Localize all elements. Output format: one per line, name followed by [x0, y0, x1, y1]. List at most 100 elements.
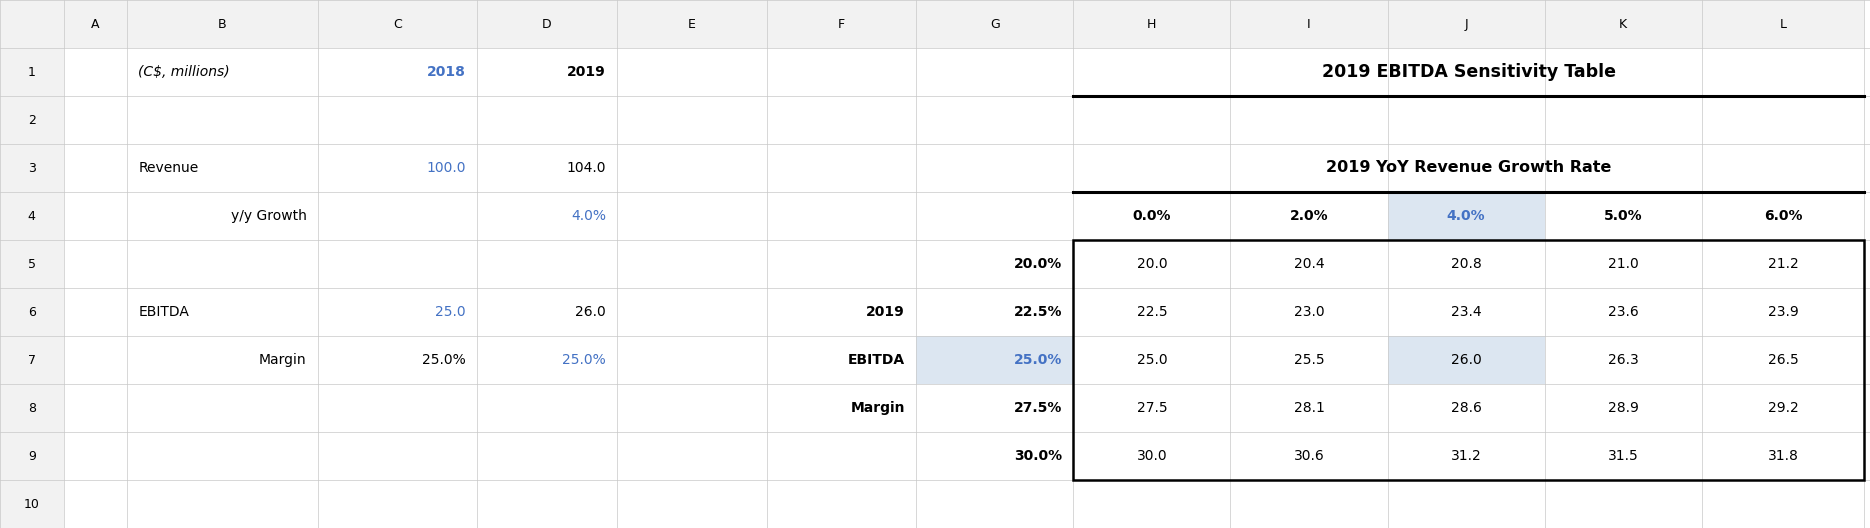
Bar — [1388, 192, 1545, 240]
Text: 26.5: 26.5 — [1767, 353, 1799, 367]
Bar — [916, 0, 1073, 48]
Text: 104.0: 104.0 — [567, 161, 606, 175]
Bar — [318, 0, 477, 48]
Text: 2019 EBITDA Sensitivity Table: 2019 EBITDA Sensitivity Table — [1322, 63, 1616, 81]
Text: 20.0%: 20.0% — [1014, 257, 1062, 271]
Text: 9: 9 — [28, 449, 36, 463]
Text: 25.5: 25.5 — [1294, 353, 1324, 367]
Bar — [767, 0, 916, 48]
Text: 26.0: 26.0 — [576, 305, 606, 319]
Text: 3: 3 — [28, 162, 36, 174]
Text: 23.4: 23.4 — [1451, 305, 1481, 319]
Text: 7: 7 — [28, 354, 36, 366]
Text: 25.0%: 25.0% — [563, 353, 606, 367]
Text: 28.9: 28.9 — [1608, 401, 1638, 415]
Bar — [0, 384, 64, 432]
Text: 27.5%: 27.5% — [1014, 401, 1062, 415]
Text: 26.0: 26.0 — [1451, 353, 1481, 367]
Text: 21.2: 21.2 — [1767, 257, 1799, 271]
Bar — [127, 0, 318, 48]
Text: G: G — [989, 17, 1000, 31]
Text: 27.5: 27.5 — [1137, 401, 1167, 415]
Text: C: C — [393, 17, 402, 31]
Bar — [1073, 0, 1230, 48]
Text: Margin: Margin — [851, 401, 905, 415]
Bar — [0, 288, 64, 336]
Text: 29.2: 29.2 — [1767, 401, 1799, 415]
Text: 25.0: 25.0 — [1137, 353, 1167, 367]
Text: 6: 6 — [28, 306, 36, 318]
Bar — [0, 432, 64, 480]
Text: 20.8: 20.8 — [1451, 257, 1481, 271]
Text: y/y Growth: y/y Growth — [230, 209, 307, 223]
Text: 5.0%: 5.0% — [1604, 209, 1642, 223]
Text: 28.1: 28.1 — [1294, 401, 1324, 415]
Bar — [64, 0, 127, 48]
Text: H: H — [1146, 17, 1158, 31]
Text: 2019: 2019 — [866, 305, 905, 319]
Bar — [1073, 240, 1864, 480]
Text: 23.9: 23.9 — [1767, 305, 1799, 319]
Text: 4.0%: 4.0% — [1447, 209, 1485, 223]
Text: Revenue: Revenue — [138, 161, 198, 175]
Text: 23.0: 23.0 — [1294, 305, 1324, 319]
Text: 28.6: 28.6 — [1451, 401, 1481, 415]
Text: 0.0%: 0.0% — [1133, 209, 1171, 223]
Text: K: K — [1619, 17, 1627, 31]
Text: 2019: 2019 — [567, 65, 606, 79]
Text: 26.3: 26.3 — [1608, 353, 1638, 367]
Bar — [0, 0, 64, 48]
Bar — [0, 0, 64, 48]
Text: 8: 8 — [28, 401, 36, 414]
Bar — [0, 192, 64, 240]
Text: J: J — [1464, 17, 1468, 31]
Text: D: D — [542, 17, 552, 31]
Bar — [916, 336, 1073, 384]
Text: 100.0: 100.0 — [426, 161, 466, 175]
Bar — [1388, 0, 1545, 48]
Text: 20.4: 20.4 — [1294, 257, 1324, 271]
Bar — [477, 0, 617, 48]
Text: 31.2: 31.2 — [1451, 449, 1481, 463]
Text: 25.0: 25.0 — [436, 305, 466, 319]
Text: 2019 YoY Revenue Growth Rate: 2019 YoY Revenue Growth Rate — [1326, 161, 1612, 175]
Text: (C$, millions): (C$, millions) — [138, 65, 230, 79]
Text: 10: 10 — [24, 497, 39, 511]
Text: 21.0: 21.0 — [1608, 257, 1638, 271]
Text: B: B — [219, 17, 226, 31]
Text: I: I — [1307, 17, 1311, 31]
Text: 30.6: 30.6 — [1294, 449, 1324, 463]
Text: 23.6: 23.6 — [1608, 305, 1638, 319]
Text: 2: 2 — [28, 114, 36, 127]
Text: Margin: Margin — [260, 353, 307, 367]
Bar — [1545, 0, 1702, 48]
Bar — [0, 48, 64, 96]
Text: L: L — [1780, 17, 1786, 31]
Text: 22.5: 22.5 — [1137, 305, 1167, 319]
Text: 1: 1 — [28, 65, 36, 79]
Text: 31.5: 31.5 — [1608, 449, 1638, 463]
Text: 2.0%: 2.0% — [1290, 209, 1328, 223]
Text: EBITDA: EBITDA — [138, 305, 189, 319]
Text: 5: 5 — [28, 258, 36, 270]
Text: 6.0%: 6.0% — [1763, 209, 1803, 223]
Text: 20.0: 20.0 — [1137, 257, 1167, 271]
Bar — [0, 240, 64, 288]
Bar — [0, 144, 64, 192]
Text: A: A — [92, 17, 99, 31]
Bar — [1230, 0, 1388, 48]
Bar — [1388, 336, 1545, 384]
Bar — [0, 480, 64, 528]
Text: 30.0: 30.0 — [1137, 449, 1167, 463]
Text: 4.0%: 4.0% — [570, 209, 606, 223]
Text: 4: 4 — [28, 210, 36, 222]
Text: E: E — [688, 17, 696, 31]
Bar — [0, 96, 64, 144]
Bar — [617, 0, 767, 48]
Text: F: F — [838, 17, 845, 31]
Text: 2018: 2018 — [426, 65, 466, 79]
Text: 25.0%: 25.0% — [423, 353, 466, 367]
Bar — [1702, 0, 1864, 48]
Text: 30.0%: 30.0% — [1014, 449, 1062, 463]
Text: 25.0%: 25.0% — [1014, 353, 1062, 367]
